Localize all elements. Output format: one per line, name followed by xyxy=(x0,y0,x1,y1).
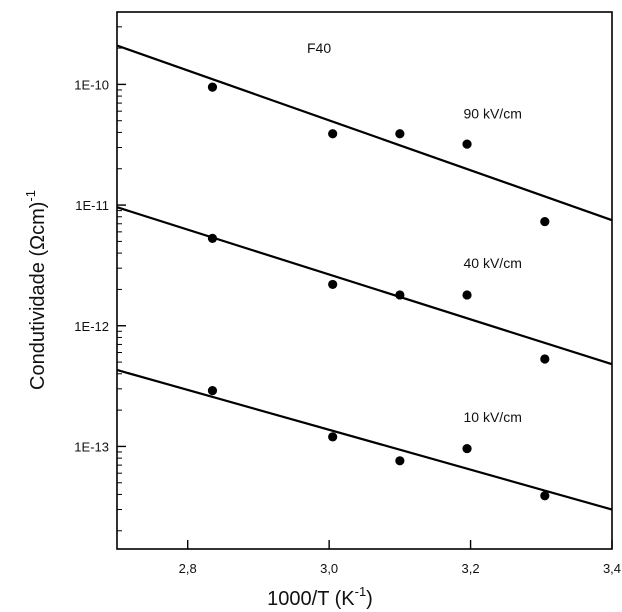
fit-lines xyxy=(116,44,613,511)
x-tick-label: 3,0 xyxy=(320,561,338,576)
data-point xyxy=(462,290,472,300)
fit-line xyxy=(116,44,613,222)
fit-line xyxy=(116,206,613,366)
data-point xyxy=(328,129,338,139)
y-axis-title-main: Condutividade (Ωcm) xyxy=(27,202,49,390)
x-tick-label: 2,8 xyxy=(179,561,197,576)
data-point xyxy=(395,290,405,300)
data-point xyxy=(540,216,550,227)
series-label: 10 kV/cm xyxy=(464,409,522,425)
data-point xyxy=(207,82,218,92)
axis-ticks: 2,8 3,0 3,2 3,4 1E-10 1E-11 1E-12 1E-13 xyxy=(74,26,621,576)
y-tick-label: 1E-12 xyxy=(74,319,109,334)
data-points xyxy=(207,82,550,501)
x-axis-title-main: 1000/T (K xyxy=(267,588,355,610)
y-axis-title: Condutividade (Ωcm)-1 xyxy=(23,190,49,390)
x-tick-label: 3,4 xyxy=(603,561,621,576)
data-point xyxy=(328,432,338,442)
y-tick-label: 1E-11 xyxy=(75,198,109,213)
x-axis-title-sup: -1 xyxy=(355,584,367,599)
y-tick-label: 1E-10 xyxy=(74,77,109,92)
x-tick-label: 3,2 xyxy=(462,561,480,576)
series-label: 90 kV/cm xyxy=(464,106,522,122)
data-point xyxy=(207,233,218,243)
series-labels: 90 kV/cm 40 kV/cm 10 kV/cm xyxy=(464,106,522,425)
data-point xyxy=(462,139,472,149)
series-label: 40 kV/cm xyxy=(464,255,522,271)
x-axis-title-tail: ) xyxy=(366,588,373,610)
plot-frame xyxy=(116,11,613,550)
data-point xyxy=(328,279,338,290)
x-axis-title: 1000/T (K-1) xyxy=(267,584,373,610)
data-point xyxy=(395,456,405,466)
y-axis-title-sup: -1 xyxy=(23,190,38,202)
data-point xyxy=(207,386,218,396)
y-tick-label: 1E-13 xyxy=(74,439,109,454)
sample-annotation: F40 xyxy=(307,40,331,56)
fit-line xyxy=(116,368,613,511)
data-point xyxy=(462,443,472,454)
data-point xyxy=(540,491,550,501)
data-point xyxy=(395,129,405,139)
data-point xyxy=(540,354,550,364)
